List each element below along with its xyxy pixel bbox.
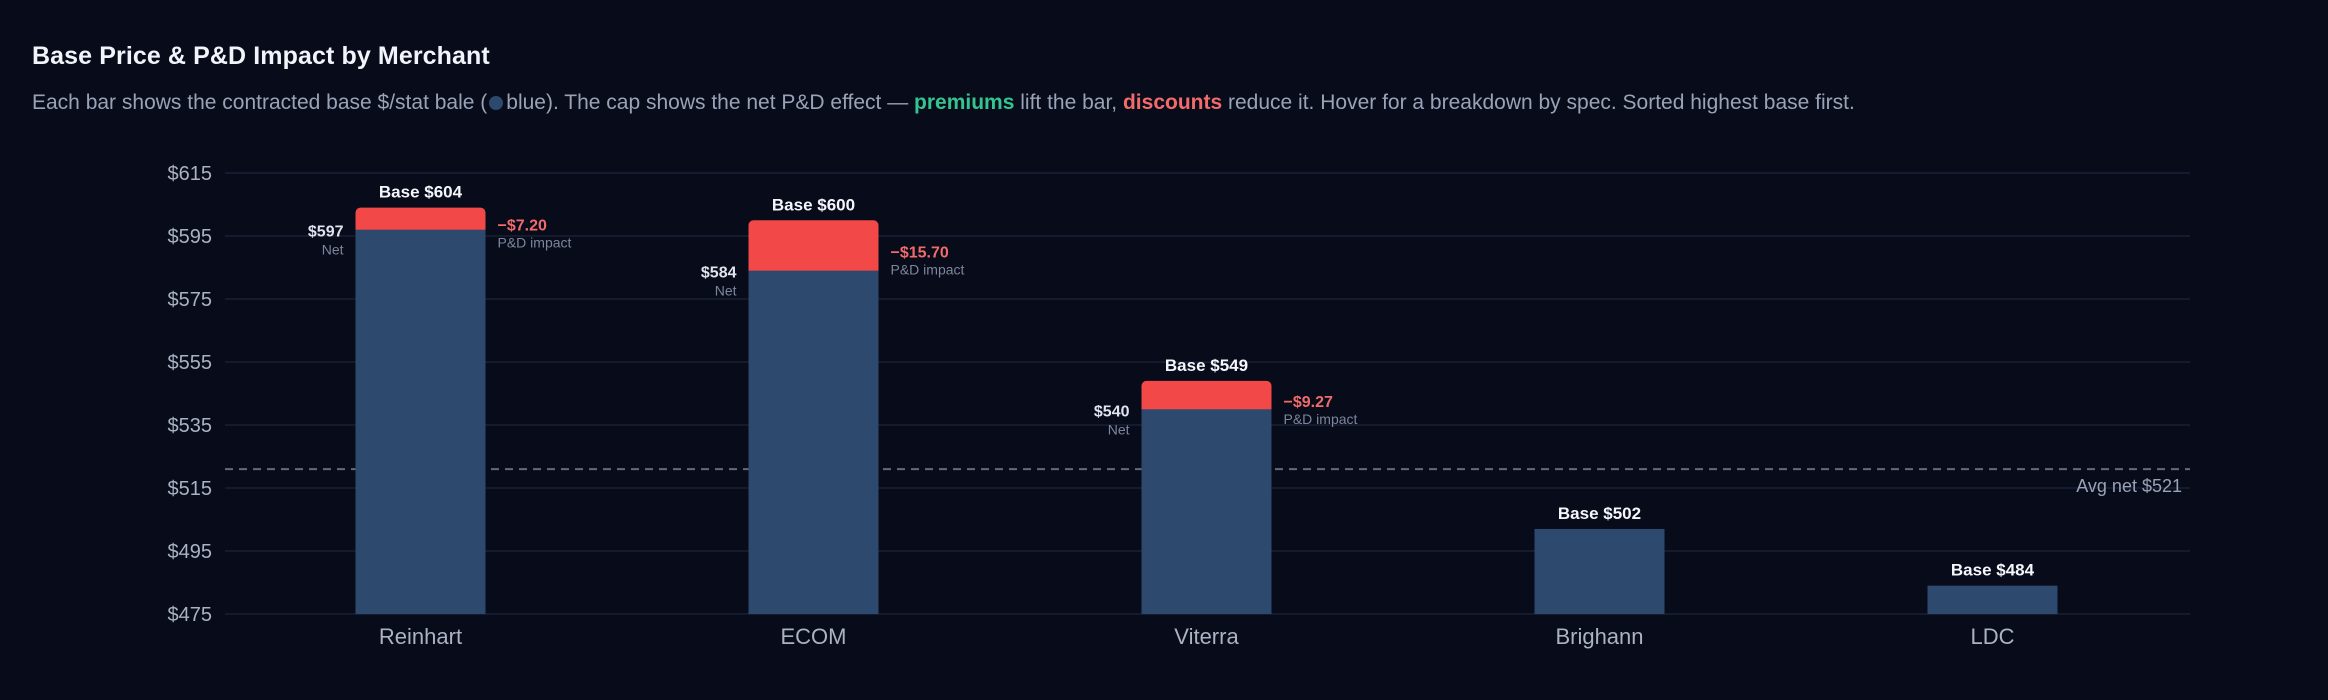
x-category-label: ECOM (781, 624, 847, 649)
subtitle-text-2: blue). The cap shows the net P&D effect … (506, 91, 915, 114)
x-category-label: Viterra (1174, 624, 1239, 649)
subtitle-text-4: reduce it. Hover for a breakdown by spec… (1222, 91, 1855, 114)
chart-subtitle: Each bar shows the contracted base $/sta… (32, 89, 2292, 116)
discounts-word: discounts (1122, 91, 1223, 114)
premiums-word: premiums (914, 91, 1015, 114)
impact-tag-label: P&D impact (498, 235, 572, 251)
net-value-label: $540 (1094, 403, 1130, 420)
avg-net-label: Avg net $521 (2076, 476, 2182, 496)
base-value-label: Base $549 (1165, 356, 1248, 375)
subtitle-text-1: Each bar shows the contracted base $/sta… (32, 91, 488, 114)
base-value-label: Base $502 (1558, 504, 1641, 523)
y-tick-label: $495 (168, 541, 213, 563)
chart-title: Base Price & P&D Impact by Merchant (32, 42, 490, 70)
y-tick-label: $575 (168, 289, 213, 311)
y-tick-label: $475 (168, 604, 213, 626)
impact-tag-label: P&D impact (1284, 411, 1358, 427)
base-color-swatch (489, 96, 504, 110)
net-value-label: $584 (701, 265, 737, 282)
base-value-label: Base $604 (379, 183, 463, 202)
net-tag-label: Net (715, 283, 737, 299)
base-value-label: Base $600 (772, 195, 855, 214)
net-bar[interactable] (1141, 409, 1272, 614)
net-bar[interactable] (748, 270, 879, 614)
y-tick-label: $535 (168, 415, 213, 437)
y-tick-label: $615 (168, 163, 213, 185)
subtitle-text-3: lift the bar, (1014, 91, 1123, 114)
net-tag-label: Net (1108, 421, 1130, 437)
base-bar[interactable] (1927, 585, 2058, 614)
impact-value-label: −$9.27 (1284, 394, 1333, 411)
base-bar[interactable] (1534, 528, 1665, 614)
y-tick-label: $515 (168, 478, 213, 500)
net-value-label: $597 (308, 224, 344, 241)
impact-value-label: −$15.70 (891, 244, 949, 261)
y-tick-label: $555 (168, 352, 213, 374)
net-bar[interactable] (355, 229, 486, 614)
chart-header: Base Price & P&D Impact by Merchant Each… (32, 42, 2292, 116)
x-category-label: Reinhart (379, 624, 462, 649)
net-tag-label: Net (322, 242, 344, 258)
x-category-label: Brighann (1555, 624, 1643, 649)
impact-tag-label: P&D impact (891, 261, 965, 277)
y-tick-label: $595 (168, 226, 213, 248)
impact-value-label: −$7.20 (498, 218, 547, 235)
x-category-label: LDC (1970, 624, 2014, 649)
base-value-label: Base $484 (1951, 561, 2035, 580)
